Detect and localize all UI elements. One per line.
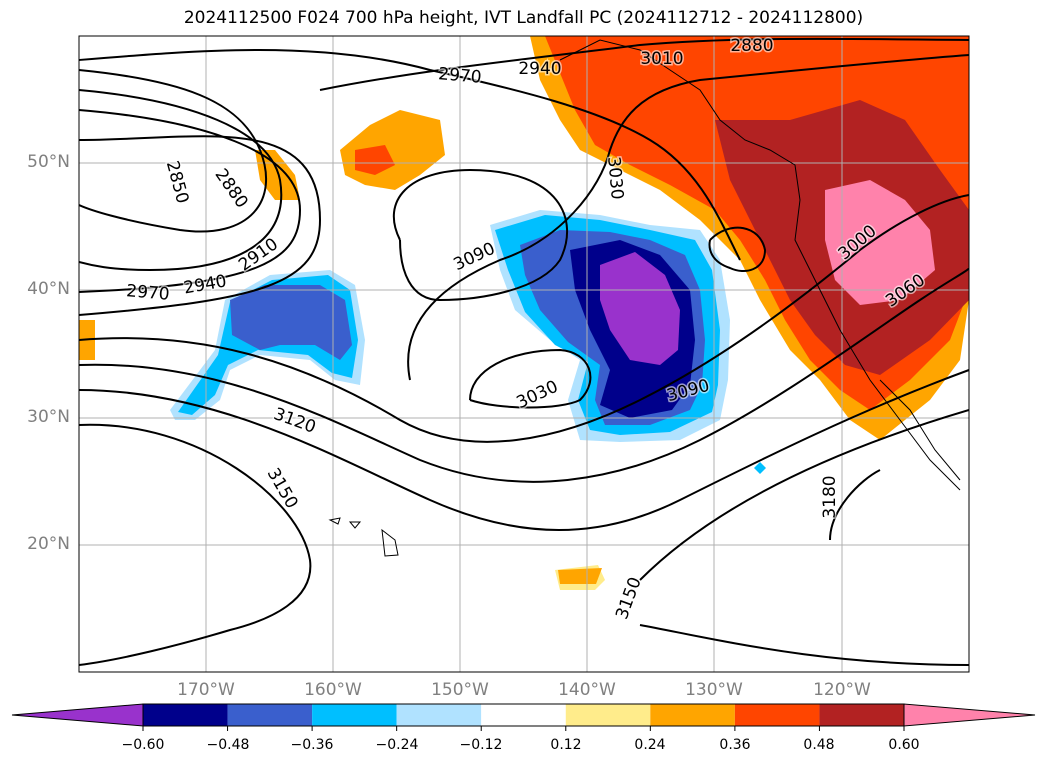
map-frame — [78, 35, 970, 673]
colorbar-tick: 0.12 — [550, 737, 582, 753]
colorbar-segment — [650, 704, 735, 726]
colorbar-tick: 0.24 — [634, 737, 666, 753]
lon-label: 130°W — [685, 680, 743, 700]
height-contours — [79, 37, 969, 666]
colorbar-tick: 0.36 — [719, 737, 751, 753]
contour-label: 2940 — [518, 59, 561, 79]
contour-label: 3150 — [612, 575, 646, 622]
contour-label: 2880 — [211, 165, 252, 212]
colorbar-segment — [819, 704, 904, 726]
map-title: 2024112500 F024 700 hPa height, IVT Land… — [183, 8, 864, 28]
colorbar-outline — [142, 703, 905, 727]
colorbar-segment — [143, 704, 228, 726]
lat-label: 30°N — [27, 407, 70, 427]
ivt-negative-blob — [754, 462, 766, 474]
lon-label: 160°W — [304, 680, 362, 700]
colorbar-tick: −0.12 — [459, 737, 503, 753]
ivt-positive-blob — [558, 568, 602, 584]
lon-label: 120°W — [813, 680, 871, 700]
colorbar-tick: 0.60 — [888, 737, 920, 753]
coastlines — [328, 39, 961, 557]
colorbar-extend-min — [11, 703, 144, 727]
contour-label: 2940 — [182, 271, 228, 298]
colorbar-tick: −0.60 — [121, 737, 165, 753]
lon-label: 150°W — [431, 680, 489, 700]
colorbar-segment — [312, 704, 397, 726]
colorbar — [11, 703, 1036, 731]
colorbar-tick: −0.48 — [206, 737, 250, 753]
ivt-negative-036 — [230, 285, 352, 360]
colorbar-tick: −0.36 — [290, 737, 334, 753]
contour-label: 3180 — [820, 475, 840, 518]
lat-label: 20°N — [27, 534, 70, 554]
colorbar-segment — [734, 704, 820, 726]
contour-label: 2850 — [162, 159, 193, 206]
colorbar-segment — [565, 704, 651, 726]
lon-label: 140°W — [558, 680, 616, 700]
ivt-positive-060 — [825, 180, 935, 305]
colorbar-tick: −0.24 — [375, 737, 419, 753]
colorbar-segment — [481, 704, 566, 726]
lat-label: 50°N — [27, 152, 70, 172]
contour-label: 2970 — [437, 64, 482, 88]
graticule — [79, 36, 969, 672]
colorbar-tick: 0.48 — [803, 737, 835, 753]
contour-label: 2970 — [125, 281, 170, 305]
contour-label: 3090 — [451, 239, 499, 275]
colorbar-segment — [227, 704, 313, 726]
lat-label: 40°N — [27, 279, 70, 299]
contour-label: 2910 — [235, 234, 282, 275]
contour-label: 3010 — [640, 49, 683, 69]
ivt-negative-060 — [600, 252, 680, 365]
colorbar-extend-max — [903, 703, 1036, 727]
colorbar-segment — [396, 704, 482, 726]
contour-label: 2880 — [730, 36, 773, 56]
contour-label: 3030 — [603, 156, 627, 201]
contour-label: 3150 — [263, 465, 302, 512]
ivt-positive-blob — [355, 145, 395, 175]
lon-label: 170°W — [177, 680, 235, 700]
